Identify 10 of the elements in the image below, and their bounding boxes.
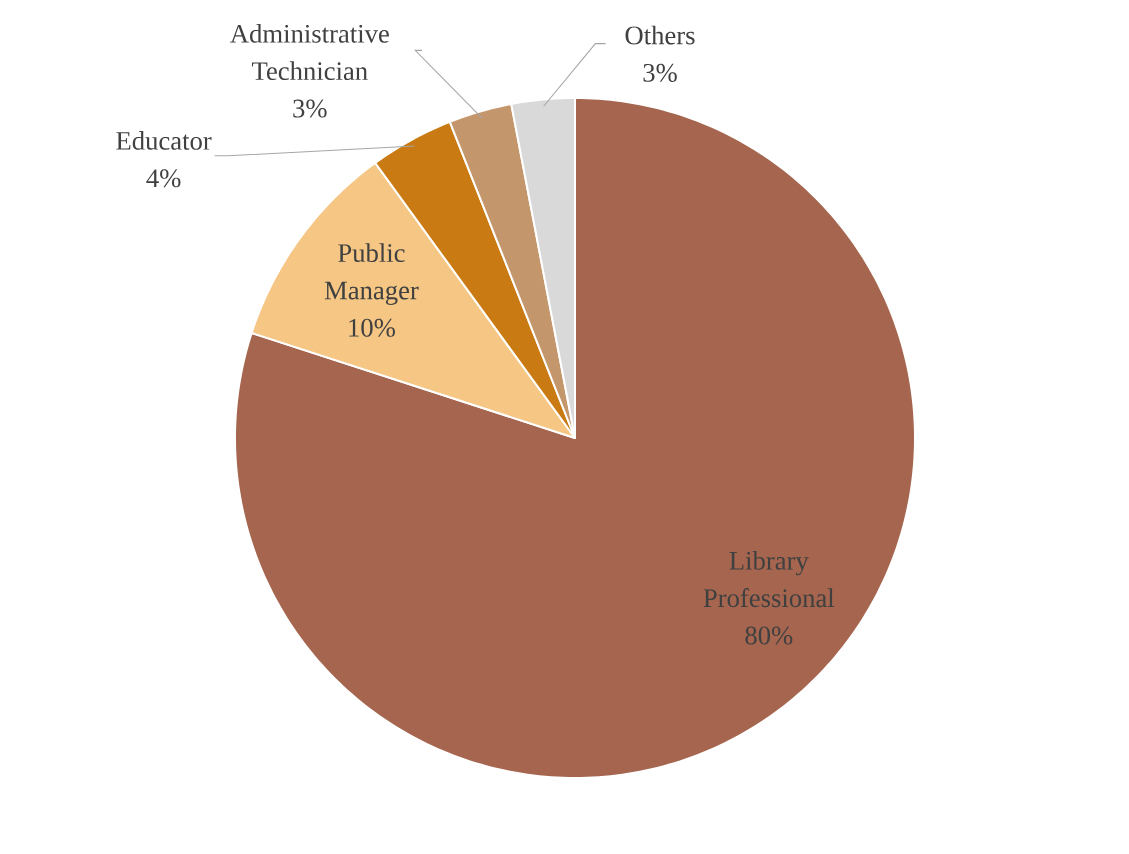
data-label: 10% [349,318,395,337]
data-label: 4% [146,169,181,188]
data-label: 3% [643,63,677,82]
slice-label: Administrative Technician [230,24,389,81]
data-label: 80% [745,626,793,645]
slice-label: Public Manager [324,243,419,305]
slice-label: Library Professional [703,551,835,608]
slice-label: Educator [116,131,212,150]
slice-label: Others [625,25,695,45]
data-label: 3% [293,99,327,118]
